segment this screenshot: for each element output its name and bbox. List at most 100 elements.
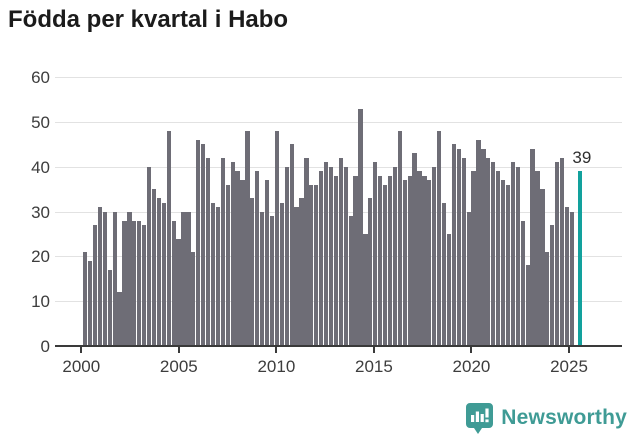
bar [432, 166, 437, 346]
bar [269, 216, 275, 346]
bar [540, 189, 545, 346]
x-tick-mark-2025 [568, 347, 570, 353]
y-tick-label-40: 40 [31, 157, 50, 177]
bar [525, 265, 530, 346]
bar [102, 211, 107, 346]
x-tick-label-2005: 2005 [159, 357, 198, 376]
gridline-10 [55, 301, 622, 303]
bar [250, 198, 255, 346]
bar [397, 131, 402, 346]
bar [486, 157, 491, 346]
bar [505, 184, 511, 346]
bar [348, 216, 353, 346]
bar [83, 251, 88, 346]
bar [358, 108, 363, 346]
bar [274, 131, 280, 346]
bar [87, 260, 93, 346]
bar [210, 202, 216, 346]
bar [368, 198, 373, 346]
x-tick-label-2000: 2000 [62, 357, 101, 376]
bar [181, 211, 186, 346]
x-tick-label-2025: 2025 [550, 357, 588, 376]
highlight-value-label: 39 [572, 148, 592, 168]
bar [451, 144, 457, 346]
bar [441, 202, 447, 346]
x-tick-label-2010: 2010 [257, 357, 296, 376]
bar [161, 202, 166, 346]
bar [417, 171, 422, 346]
bar [535, 171, 540, 346]
bar [196, 140, 201, 346]
bar [407, 175, 412, 346]
bar [550, 225, 555, 346]
x-tick-mark-2020 [470, 347, 473, 353]
y-tick-label-10: 10 [31, 292, 50, 312]
bar [569, 211, 575, 346]
bar [191, 251, 196, 346]
newsworthy-logo-icon [465, 402, 494, 434]
bar [137, 220, 142, 346]
y-tick-label-0: 0 [40, 337, 50, 356]
bar [500, 180, 506, 346]
gridline-40 [55, 166, 622, 168]
bar [127, 211, 132, 346]
bar [201, 144, 206, 346]
bar [338, 157, 343, 346]
bar [186, 211, 191, 346]
bar [245, 131, 250, 346]
bar [122, 220, 127, 346]
gridline-20 [55, 256, 622, 258]
bar [171, 220, 176, 346]
bar [289, 144, 294, 346]
bar [422, 175, 427, 346]
bar [97, 207, 103, 346]
bar [299, 198, 304, 346]
bar [392, 166, 398, 346]
bar [284, 166, 289, 346]
bar [559, 157, 565, 346]
chart-title: Födda per kvartal i Habo [8, 6, 289, 33]
bar [117, 292, 122, 346]
bar [476, 140, 481, 346]
bar [230, 162, 235, 346]
bar [564, 207, 570, 346]
bar [132, 220, 137, 346]
bar [151, 189, 157, 346]
gridline-50 [55, 122, 622, 124]
bar [353, 175, 358, 346]
gridline-30 [55, 211, 622, 213]
bar [92, 225, 98, 346]
bar [343, 166, 348, 346]
bar [378, 175, 383, 346]
x-tick-mark-2005 [177, 347, 180, 353]
bar [412, 153, 417, 346]
bar [471, 171, 476, 346]
x-tick-label-2020: 2020 [452, 357, 491, 376]
bar [205, 157, 211, 346]
bar [319, 171, 324, 346]
newsworthy-brand-text: Newsworthy [501, 406, 627, 429]
bar [240, 180, 245, 346]
y-tick-label-30: 30 [31, 202, 50, 222]
newsworthy-watermark[interactable]: Newsworthy [465, 402, 627, 434]
bar [373, 162, 378, 346]
bar [446, 234, 452, 346]
bar [427, 180, 432, 346]
bar [176, 238, 181, 346]
bar [515, 166, 520, 346]
bar [481, 148, 486, 346]
bar [260, 211, 265, 346]
x-axis-line [55, 345, 622, 347]
bar [215, 207, 221, 346]
bar [437, 131, 442, 346]
x-tick-label-2015: 2015 [354, 357, 393, 376]
bar [294, 207, 299, 346]
bar [466, 211, 471, 346]
highlighted-bar [577, 171, 582, 346]
bar [235, 171, 240, 346]
bar [461, 157, 466, 346]
bar [382, 184, 388, 346]
bar [112, 211, 117, 346]
bar [107, 269, 112, 346]
